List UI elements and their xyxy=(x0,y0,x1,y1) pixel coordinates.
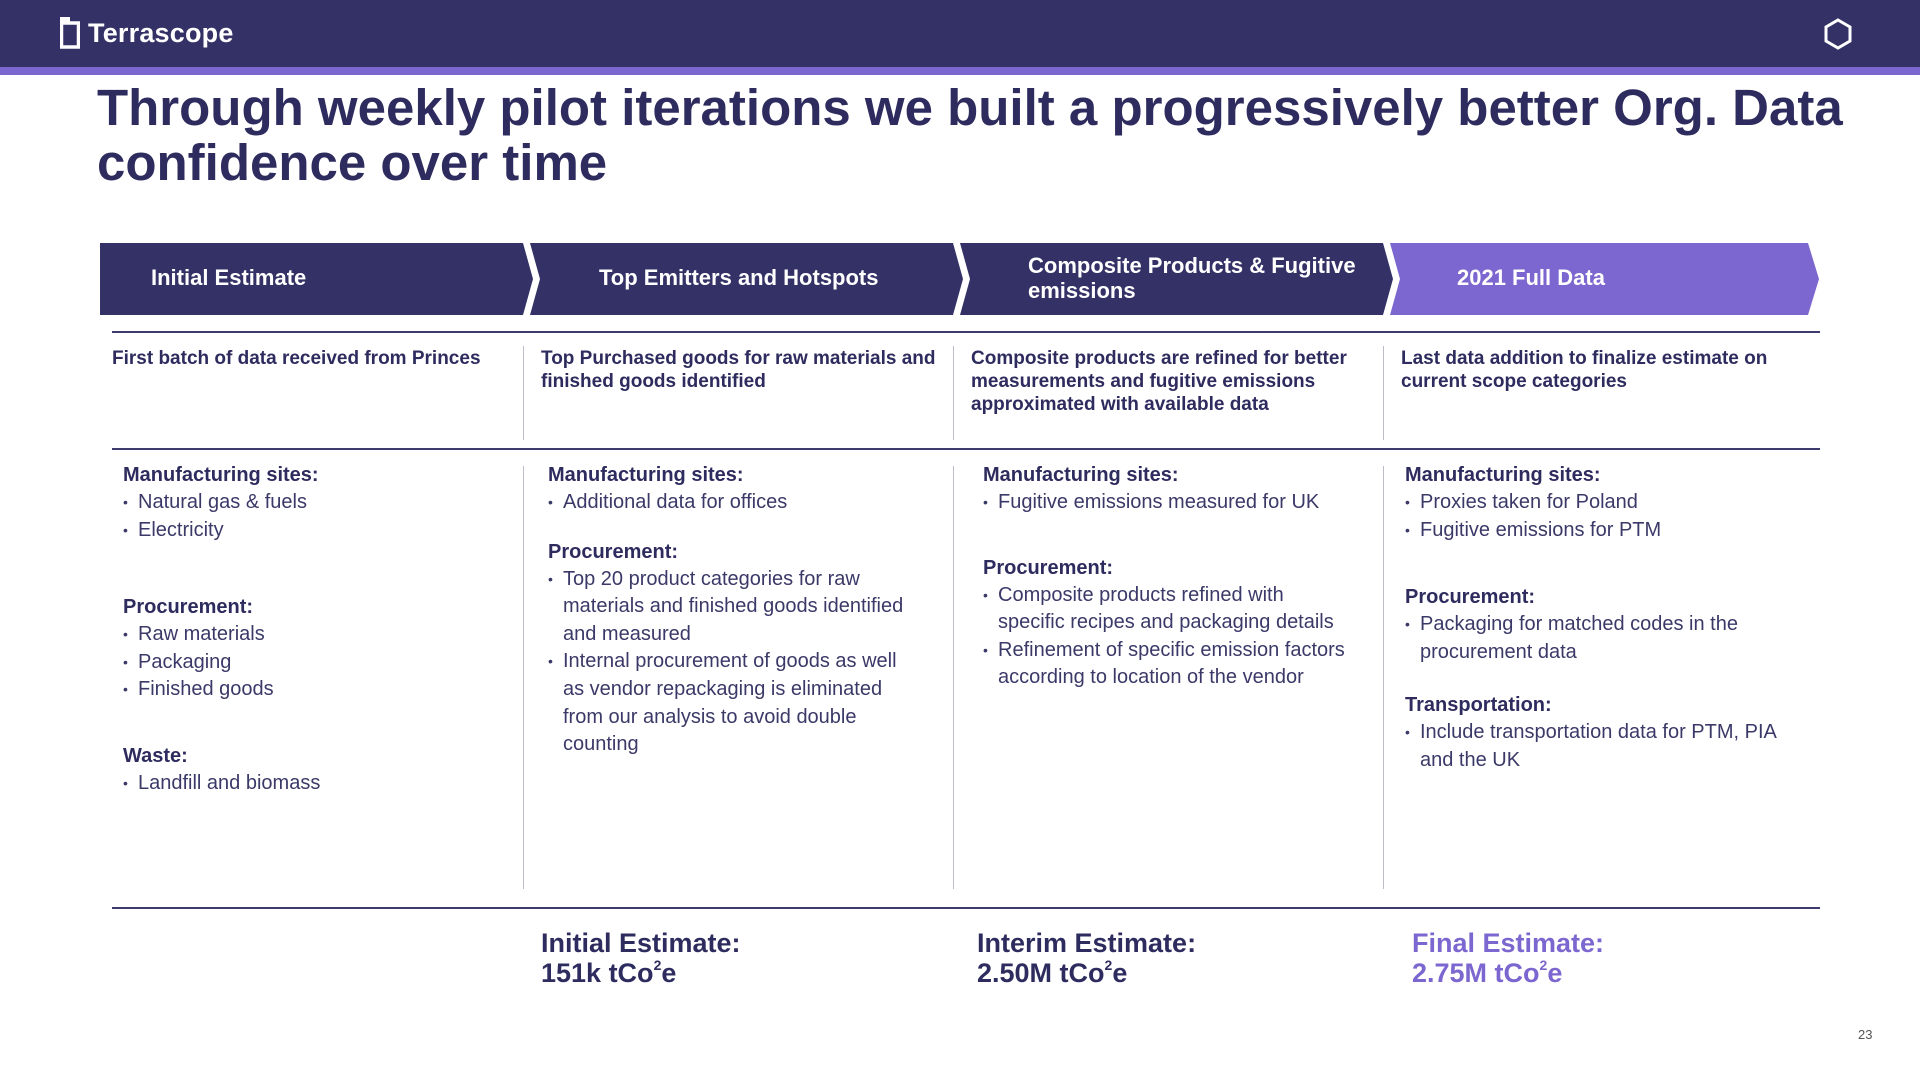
bullet-item: Composite products refined with specific… xyxy=(983,582,1353,637)
detail-section: Manufacturing sites: Proxies taken for P… xyxy=(1405,462,1805,544)
chevron-stage-1 xyxy=(100,243,533,315)
divider-middle xyxy=(112,448,1820,450)
final-estimate: Final Estimate: 2.75M tCo2e xyxy=(1412,928,1604,988)
section-heading: Waste: xyxy=(123,744,188,767)
column-separator xyxy=(1383,466,1384,889)
bullet-item: Additional data for offices xyxy=(548,489,928,517)
stage-4-subtitle: Last data addition to finalize estimate … xyxy=(1401,348,1768,392)
bullet-item: Landfill and biomass xyxy=(123,770,503,798)
section-heading: Procurement: xyxy=(548,540,679,563)
bullet-item: Internal procurement of goods as well as… xyxy=(548,648,923,758)
divider-top xyxy=(112,331,1820,333)
bullet-item: Fugitive emissions measured for UK xyxy=(983,489,1363,517)
section-heading: Procurement: xyxy=(123,596,254,619)
estimate-value: 2.50M tCo2e xyxy=(977,957,1128,988)
chevron-stage-2 xyxy=(530,243,963,315)
page-title: Through weekly pilot iterations we built… xyxy=(97,79,1843,191)
stage-3-details: Manufacturing sites: Fugitive emissions … xyxy=(983,462,1363,724)
stage-1-label: Initial Estimate xyxy=(151,265,307,290)
stage-2-subtitle: Top Purchased goods for raw materials an… xyxy=(541,348,936,392)
section-heading: Manufacturing sites: xyxy=(1405,464,1601,486)
stage-chevrons xyxy=(100,243,1819,315)
section-heading: Manufacturing sites: xyxy=(548,464,744,486)
detail-section: Procurement: Top 20 product categories f… xyxy=(548,539,928,759)
stage-4-label: 2021 Full Data xyxy=(1457,265,1605,290)
header-accent-stripe xyxy=(0,67,1920,75)
detail-section: Manufacturing sites: Additional data for… xyxy=(548,462,928,517)
bullet-item: Finished goods xyxy=(123,676,503,704)
detail-section: Manufacturing sites: Fugitive emissions … xyxy=(983,462,1363,517)
section-heading: Transportation: xyxy=(1405,694,1552,717)
bullet-item: Raw materials xyxy=(123,621,503,649)
estimate-value: 151k tCo2e xyxy=(541,957,677,988)
bullet-item: Fugitive emissions for PTM xyxy=(1405,517,1805,545)
bullet-item: Include transportation data for PTM, PIA… xyxy=(1405,719,1795,774)
estimate-label: Interim Estimate: xyxy=(977,928,1197,958)
column-separator xyxy=(953,466,954,889)
divider-bottom xyxy=(112,907,1820,909)
bullet-item: Packaging for matched codes in the procu… xyxy=(1405,611,1795,666)
estimate-label: Final Estimate: xyxy=(1412,928,1605,958)
stage-3-subtitle: Composite products are refined for bette… xyxy=(971,348,1347,415)
terrascope-logo-icon xyxy=(59,17,81,49)
section-heading: Manufacturing sites: xyxy=(123,464,319,486)
interim-estimate: Interim Estimate: 2.50M tCo2e xyxy=(977,928,1196,988)
stage-2-details: Manufacturing sites: Additional data for… xyxy=(548,462,928,791)
terrascope-logo[interactable]: Terrascope xyxy=(59,17,234,49)
detail-section: Manufacturing sites: Natural gas & fuels… xyxy=(123,462,503,544)
section-heading: Manufacturing sites: xyxy=(983,464,1179,486)
stage-3-label: Composite Products & Fugitive emissions xyxy=(1028,253,1356,303)
bullet-item: Proxies taken for Poland xyxy=(1405,489,1805,517)
stage-2-label: Top Emitters and Hotspots xyxy=(599,265,879,290)
brand-name: Terrascope xyxy=(88,17,234,48)
bullet-item: Refinement of specific emission factors … xyxy=(983,637,1353,692)
stage-1-details: Manufacturing sites: Natural gas & fuels… xyxy=(123,462,503,830)
detail-section: Waste: Landfill and biomass xyxy=(123,743,503,798)
detail-section: Procurement: Packaging for matched codes… xyxy=(1405,584,1805,666)
detail-section: Procurement: Composite products refined … xyxy=(983,555,1363,692)
section-heading: Procurement: xyxy=(983,556,1114,579)
detail-section: Procurement: Raw materials Packaging Fin… xyxy=(123,594,503,704)
detail-section: Transportation: Include transportation d… xyxy=(1405,692,1805,774)
stage-1-subtitle: First batch of data received from Prince… xyxy=(112,348,481,369)
estimate-value: 2.75M tCo2e xyxy=(1412,957,1563,988)
estimate-label: Initial Estimate: xyxy=(541,928,741,958)
bullet-item: Top 20 product categories for raw materi… xyxy=(548,566,923,649)
column-separator xyxy=(953,346,954,440)
initial-estimate: Initial Estimate: 151k tCo2e xyxy=(541,928,741,988)
chevron-stage-3 xyxy=(960,243,1393,315)
page-number: 23 xyxy=(1858,1027,1873,1042)
chevron-stage-4 xyxy=(1390,243,1819,315)
top-bar: Terrascope xyxy=(0,0,1920,67)
stage-4-details: Manufacturing sites: Proxies taken for P… xyxy=(1405,462,1805,807)
hexagon-icon xyxy=(1823,18,1853,50)
column-separator xyxy=(523,346,524,440)
bullet-item: Natural gas & fuels xyxy=(123,489,503,517)
column-separator xyxy=(1383,346,1384,440)
section-heading: Procurement: xyxy=(1405,586,1536,609)
bullet-item: Electricity xyxy=(123,517,503,545)
bullet-item: Packaging xyxy=(123,649,503,677)
column-separator xyxy=(523,466,524,889)
